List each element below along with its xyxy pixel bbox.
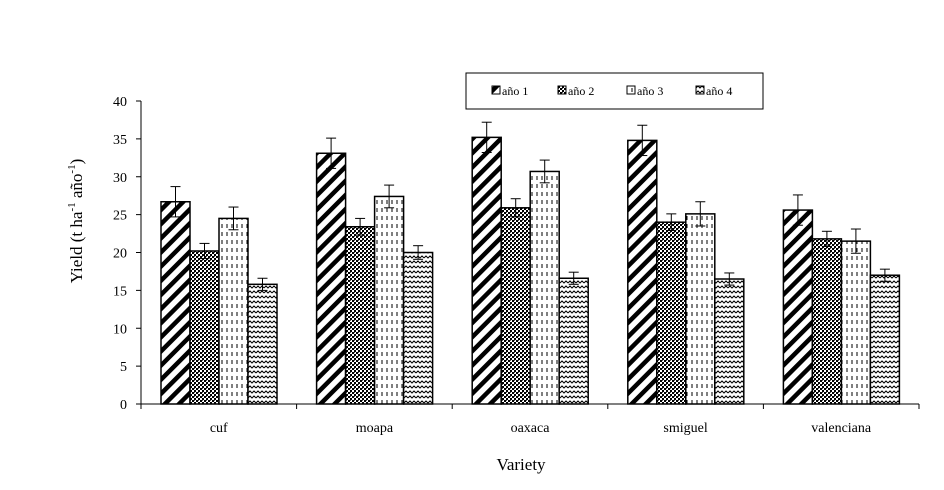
bar bbox=[869, 274, 901, 405]
legend-swatch bbox=[695, 85, 705, 95]
bar bbox=[500, 207, 531, 405]
bar bbox=[714, 278, 745, 405]
bar bbox=[315, 152, 347, 405]
y-tick-label: 10 bbox=[113, 322, 127, 337]
bar bbox=[247, 283, 278, 405]
legend: año 1 año 2 año 3 año 4 bbox=[465, 72, 764, 110]
bar bbox=[840, 240, 872, 405]
legend-label: año 2 bbox=[568, 84, 594, 98]
y-axis: 0 5 10 15 20 25 30 35 40 bbox=[113, 95, 142, 413]
legend-box bbox=[465, 72, 764, 110]
legend-swatch bbox=[557, 85, 567, 95]
y-tick-label: 30 bbox=[113, 171, 127, 186]
bar bbox=[160, 200, 191, 405]
legend-label: año 3 bbox=[637, 84, 663, 98]
legend-label: año 4 bbox=[706, 84, 732, 98]
bar bbox=[811, 238, 843, 405]
y-axis-title: Yield (t ha-1 año-1) bbox=[66, 159, 86, 284]
bar bbox=[402, 251, 434, 405]
y-tick-label: 25 bbox=[113, 209, 127, 224]
x-tick-label: valenciana bbox=[811, 421, 872, 436]
x-axis: cuf moapa oaxaca smiguel valenciana bbox=[140, 403, 920, 436]
legend-swatch bbox=[626, 85, 636, 95]
x-tick-label: cuf bbox=[210, 421, 228, 436]
y-tick-label: 5 bbox=[120, 360, 127, 375]
bar bbox=[189, 250, 220, 405]
bar bbox=[558, 277, 589, 405]
bar bbox=[218, 217, 249, 405]
legend-label: año 1 bbox=[502, 84, 528, 98]
bar-series-group bbox=[160, 121, 901, 405]
x-tick-label: moapa bbox=[356, 421, 394, 436]
y-tick-label: 20 bbox=[113, 247, 127, 262]
y-tick-label: 40 bbox=[113, 95, 127, 110]
x-tick-label: smiguel bbox=[663, 421, 707, 436]
y-tick-label: 35 bbox=[113, 133, 127, 148]
bar bbox=[471, 136, 502, 405]
x-tick-label: oaxaca bbox=[511, 421, 551, 436]
bar bbox=[782, 209, 814, 405]
legend-swatch bbox=[491, 85, 501, 95]
bar bbox=[656, 221, 687, 405]
y-tick-label: 15 bbox=[113, 284, 127, 299]
bar bbox=[373, 195, 405, 405]
bar bbox=[627, 139, 658, 405]
x-axis-title: Variety bbox=[496, 455, 546, 474]
bar bbox=[344, 225, 376, 405]
y-tick-label: 0 bbox=[120, 398, 127, 413]
bar bbox=[685, 213, 716, 405]
bar bbox=[529, 170, 560, 405]
